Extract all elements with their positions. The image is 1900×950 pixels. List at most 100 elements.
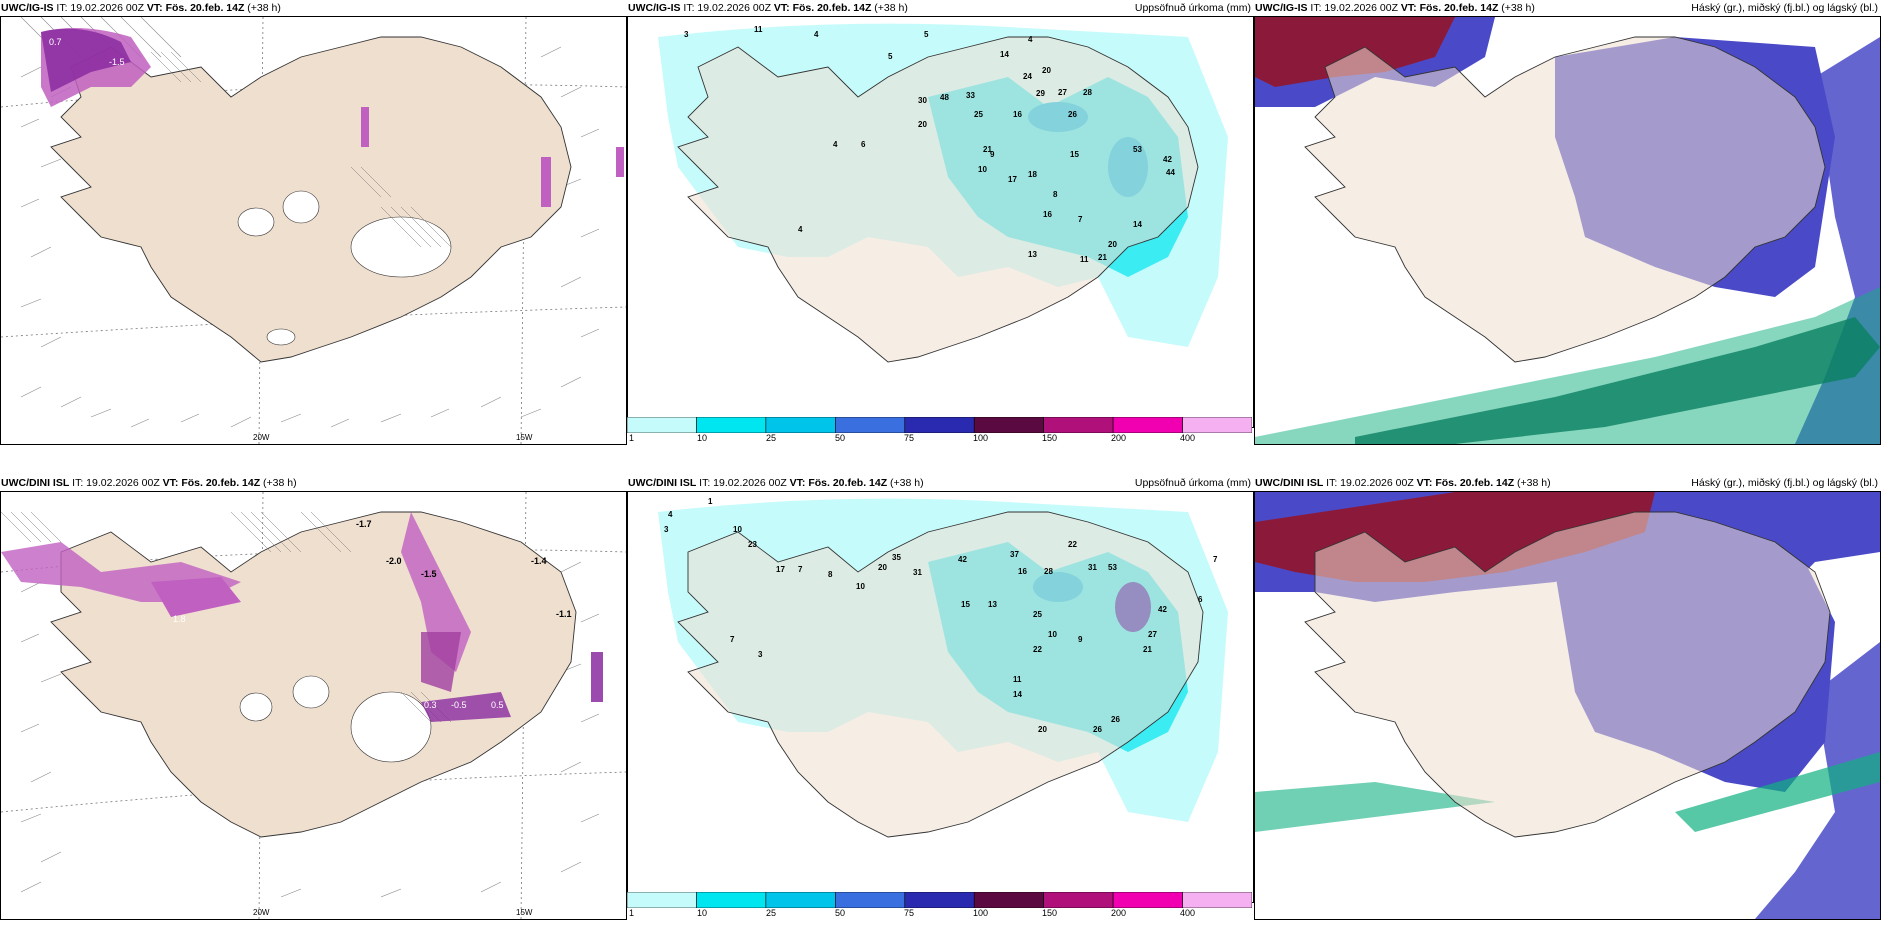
lead-time: (+38 h)	[247, 2, 281, 14]
precip-value: 16	[1018, 567, 1027, 576]
colorbar-swatch	[626, 891, 697, 909]
init-time: IT: 19.02.2026 00Z	[1326, 477, 1414, 489]
panel-title: Uppsöfnuð úrkoma (mm)	[1134, 2, 1251, 14]
precip-value: 42	[958, 555, 967, 564]
precip-value: 7	[730, 635, 735, 644]
precip-value: 6	[1198, 595, 1203, 604]
colorbar-tick: 25	[766, 908, 777, 918]
precip-value: 10	[1048, 630, 1057, 639]
colorbar-swatch	[904, 416, 975, 434]
precip-value: 14	[1013, 690, 1022, 699]
panel-header: UWC/IG-IS IT: 19.02.2026 00Z VT: Fös. 20…	[1, 0, 626, 16]
valid-time: Fös. 20.feb. 14Z	[792, 2, 872, 14]
precip-value: 10	[856, 582, 865, 591]
precip-value: 35	[892, 553, 901, 562]
precip-value: 10	[978, 165, 987, 174]
precip-value: 37	[1010, 550, 1019, 559]
panel-precip-igis: UWC/IG-IS IT: 19.02.2026 00Z VT: Fös. 20…	[626, 0, 1254, 445]
precip-value: 29	[1036, 89, 1045, 98]
precip-value: 7	[1213, 555, 1218, 564]
precip-value: 4	[833, 140, 838, 149]
precip-value: 14	[1000, 50, 1009, 59]
precip-value: 22	[1068, 540, 1077, 549]
init-time: IT: 19.02.2026 00Z	[699, 477, 787, 489]
lead-time: (+38 h)	[890, 477, 924, 489]
precip-value: 20	[1108, 240, 1117, 249]
valid-time: Fös. 20.feb. 14Z	[1419, 2, 1499, 14]
precip-value: 31	[1088, 563, 1097, 572]
precip-value: 5	[888, 52, 893, 61]
precip-value: 6	[861, 140, 866, 149]
temp-label: -1.7	[356, 519, 372, 529]
colorbar-swatch	[904, 891, 975, 909]
colorbar-labels: 1 10 25 50 75 100 150 200 400	[627, 908, 1254, 920]
map-frame: 1 4 3 10 23 17 7 8 10 20 35 31 42 37 22 …	[627, 491, 1254, 903]
init-time: IT: 19.02.2026 00Z	[56, 2, 144, 14]
valid-time: Fös. 20.feb. 14Z	[165, 2, 245, 14]
precip-value: 30	[918, 96, 927, 105]
precip-value: 53	[1108, 563, 1117, 572]
valid-time: Fös. 20.feb. 14Z	[181, 477, 261, 489]
precip-value: 9	[1078, 635, 1083, 644]
lead-time: (+38 h)	[874, 2, 908, 14]
precip-value: 16	[1013, 110, 1022, 119]
colorbar-swatch	[696, 416, 767, 434]
panel-title: Háský (gr.), miðský (fj.bl.) og lágský (…	[1691, 477, 1878, 489]
precip-value: 26	[1068, 110, 1077, 119]
precip-value: 17	[776, 565, 785, 574]
precip-value: 42	[1158, 605, 1167, 614]
precip-value: 44	[1166, 168, 1175, 177]
map-frame	[1254, 16, 1881, 445]
precip-value: 15	[1070, 150, 1079, 159]
precip-value: 20	[1038, 725, 1047, 734]
precip-value: 25	[1033, 610, 1042, 619]
colorbar-tick: 10	[697, 908, 708, 918]
precip-value: 25	[974, 110, 983, 119]
colorbar-tick: 10	[697, 433, 708, 443]
colorbar-tick: 150	[1042, 433, 1058, 443]
precip-value: 28	[1083, 88, 1092, 97]
temp-label: 0.3	[7, 75, 20, 85]
precip-value: 7	[798, 565, 803, 574]
temp-label: 0.7	[49, 37, 62, 47]
panel-cloud-dini: UWC/DINI ISL IT: 19.02.2026 00Z VT: Fös.…	[1254, 475, 1881, 920]
temp-label: -0.5	[451, 700, 467, 710]
precip-value: 8	[1053, 190, 1058, 199]
model-name: UWC/IG-IS	[628, 2, 681, 14]
valid-time: Fös. 20.feb. 14Z	[808, 477, 888, 489]
panel-header: UWC/IG-IS IT: 19.02.2026 00Z VT: Fös. 20…	[628, 0, 1253, 16]
panel-title: Háský (gr.), miðský (fj.bl.) og lágský (…	[1691, 2, 1878, 14]
precip-value: 21	[1098, 253, 1107, 262]
precip-value: 7	[1078, 215, 1083, 224]
colorbar-swatch	[973, 891, 1044, 909]
precip-value: 48	[940, 93, 949, 102]
precip-value: 27	[1148, 630, 1157, 639]
precip-value: 21	[983, 145, 992, 154]
temp-label: -1.4	[531, 556, 547, 566]
colorbar-swatch	[973, 416, 1044, 434]
colorbar-tick: 75	[904, 433, 915, 443]
precip-value: 11	[1013, 675, 1022, 684]
colorbar-tick: 100	[973, 433, 989, 443]
panel-temp-dini: UWC/DINI ISL IT: 19.02.2026 00Z VT: Fös.…	[0, 475, 627, 920]
colorbar	[626, 891, 1254, 909]
precip-value: 14	[1133, 220, 1142, 229]
colorbar-swatch	[1043, 891, 1114, 909]
precip-value: 3	[664, 525, 669, 534]
valid-time: Fös. 20.feb. 14Z	[1435, 477, 1515, 489]
temp-label: -2.0	[386, 556, 402, 566]
lead-time: (+38 h)	[1501, 2, 1535, 14]
colorbar-tick: 25	[766, 433, 777, 443]
colorbar-tick: 400	[1180, 433, 1196, 443]
precip-value: 3	[684, 30, 689, 39]
colorbar-swatch	[835, 416, 906, 434]
precip-value: 22	[1033, 645, 1042, 654]
colorbar	[626, 416, 1254, 434]
precip-value: 13	[1028, 250, 1037, 259]
colorbar-tick: 1	[629, 433, 635, 443]
precip-value: 13	[988, 600, 997, 609]
colorbar-swatch	[1182, 416, 1253, 434]
map-frame	[1254, 491, 1881, 920]
colorbar-swatch	[765, 891, 836, 909]
colorbar-swatch	[1112, 891, 1183, 909]
